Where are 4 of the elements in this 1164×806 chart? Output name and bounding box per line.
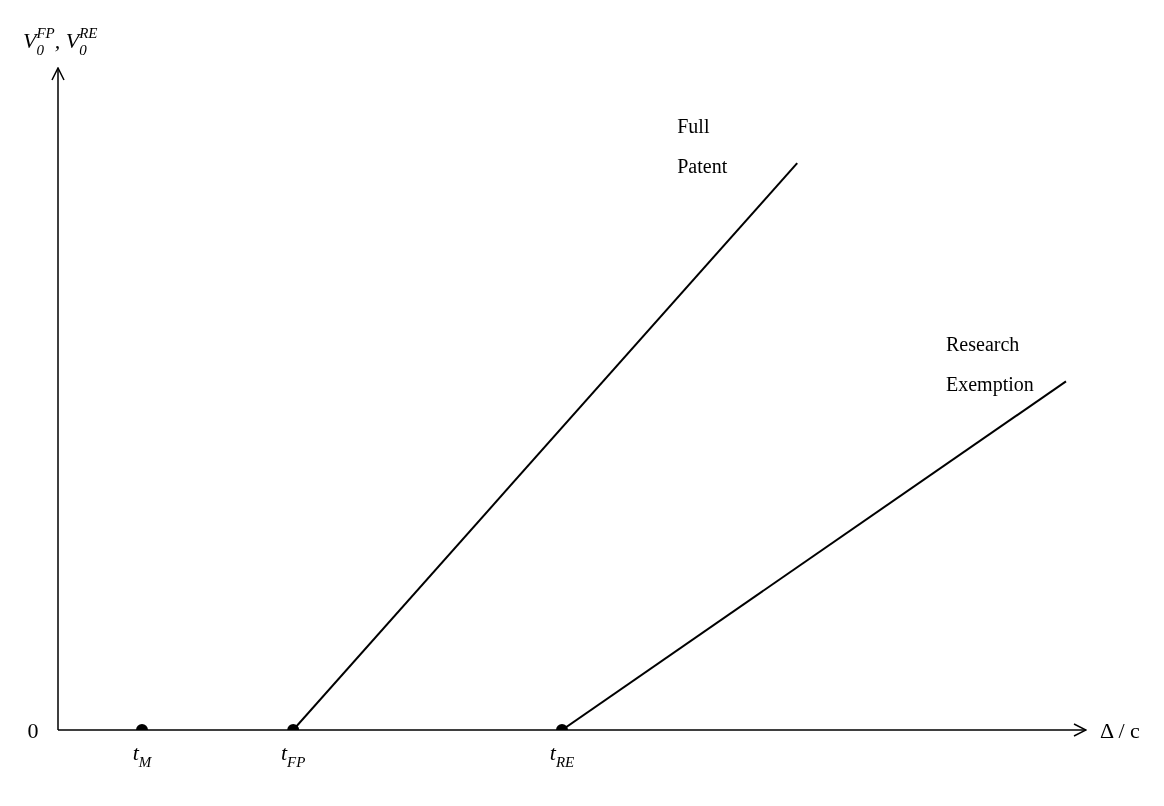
x-axis-title: Δ / c <box>1100 718 1141 743</box>
text: 0 <box>27 718 39 743</box>
series-label: Research Exemption <box>946 333 1034 397</box>
text: Full Patent <box>677 115 728 178</box>
